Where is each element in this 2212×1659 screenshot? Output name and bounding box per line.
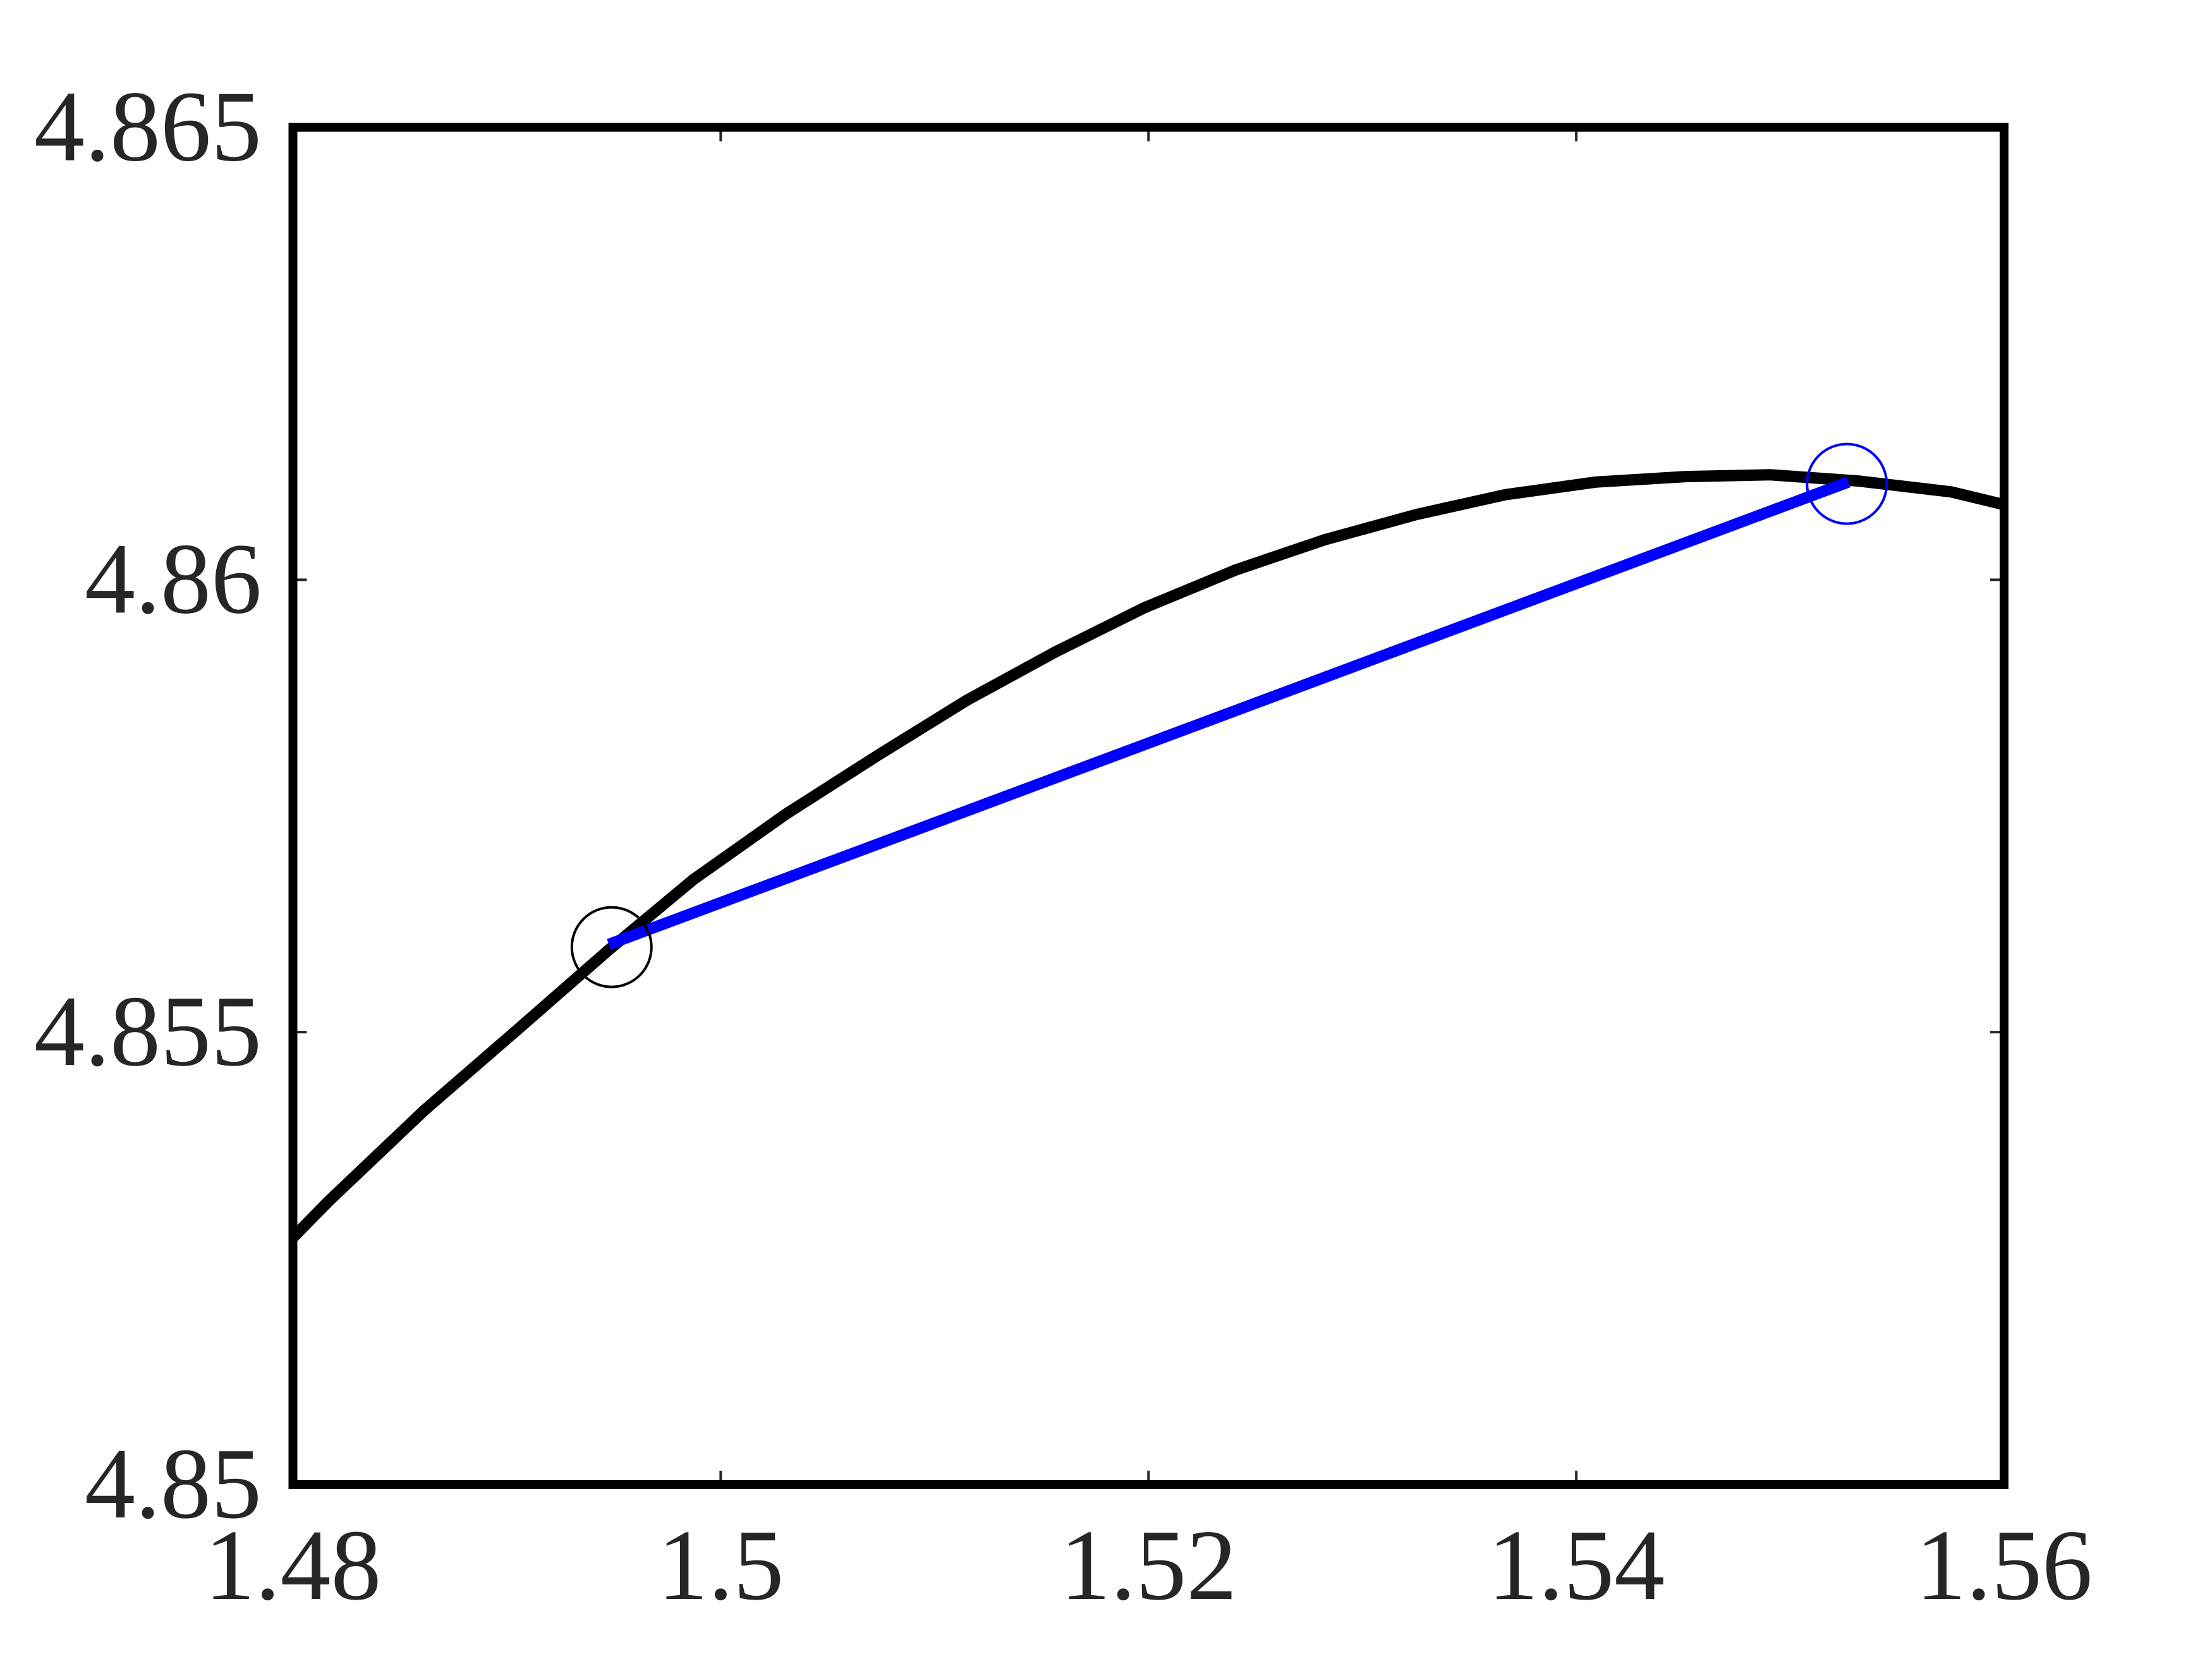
marker	[1806, 442, 1888, 525]
y-tick-label: 4.86	[85, 522, 262, 635]
axes-box	[288, 123, 2008, 1489]
y-tick-label: 4.85	[85, 1427, 262, 1540]
line	[607, 477, 1850, 950]
y-tick-label: 4.855	[34, 975, 262, 1087]
x-tick-label: 1.54	[1488, 1509, 1665, 1621]
plot-area	[293, 442, 2004, 1242]
line	[293, 469, 2004, 1242]
x-tick-label: 1.52	[1060, 1509, 1237, 1621]
x-tick-label: 1.48	[205, 1509, 382, 1621]
x-tick-label: 1.56	[1916, 1509, 2093, 1621]
y-tick-label: 4.865	[34, 70, 262, 183]
marker	[570, 906, 653, 988]
x-tick-label: 1.5	[657, 1509, 784, 1621]
